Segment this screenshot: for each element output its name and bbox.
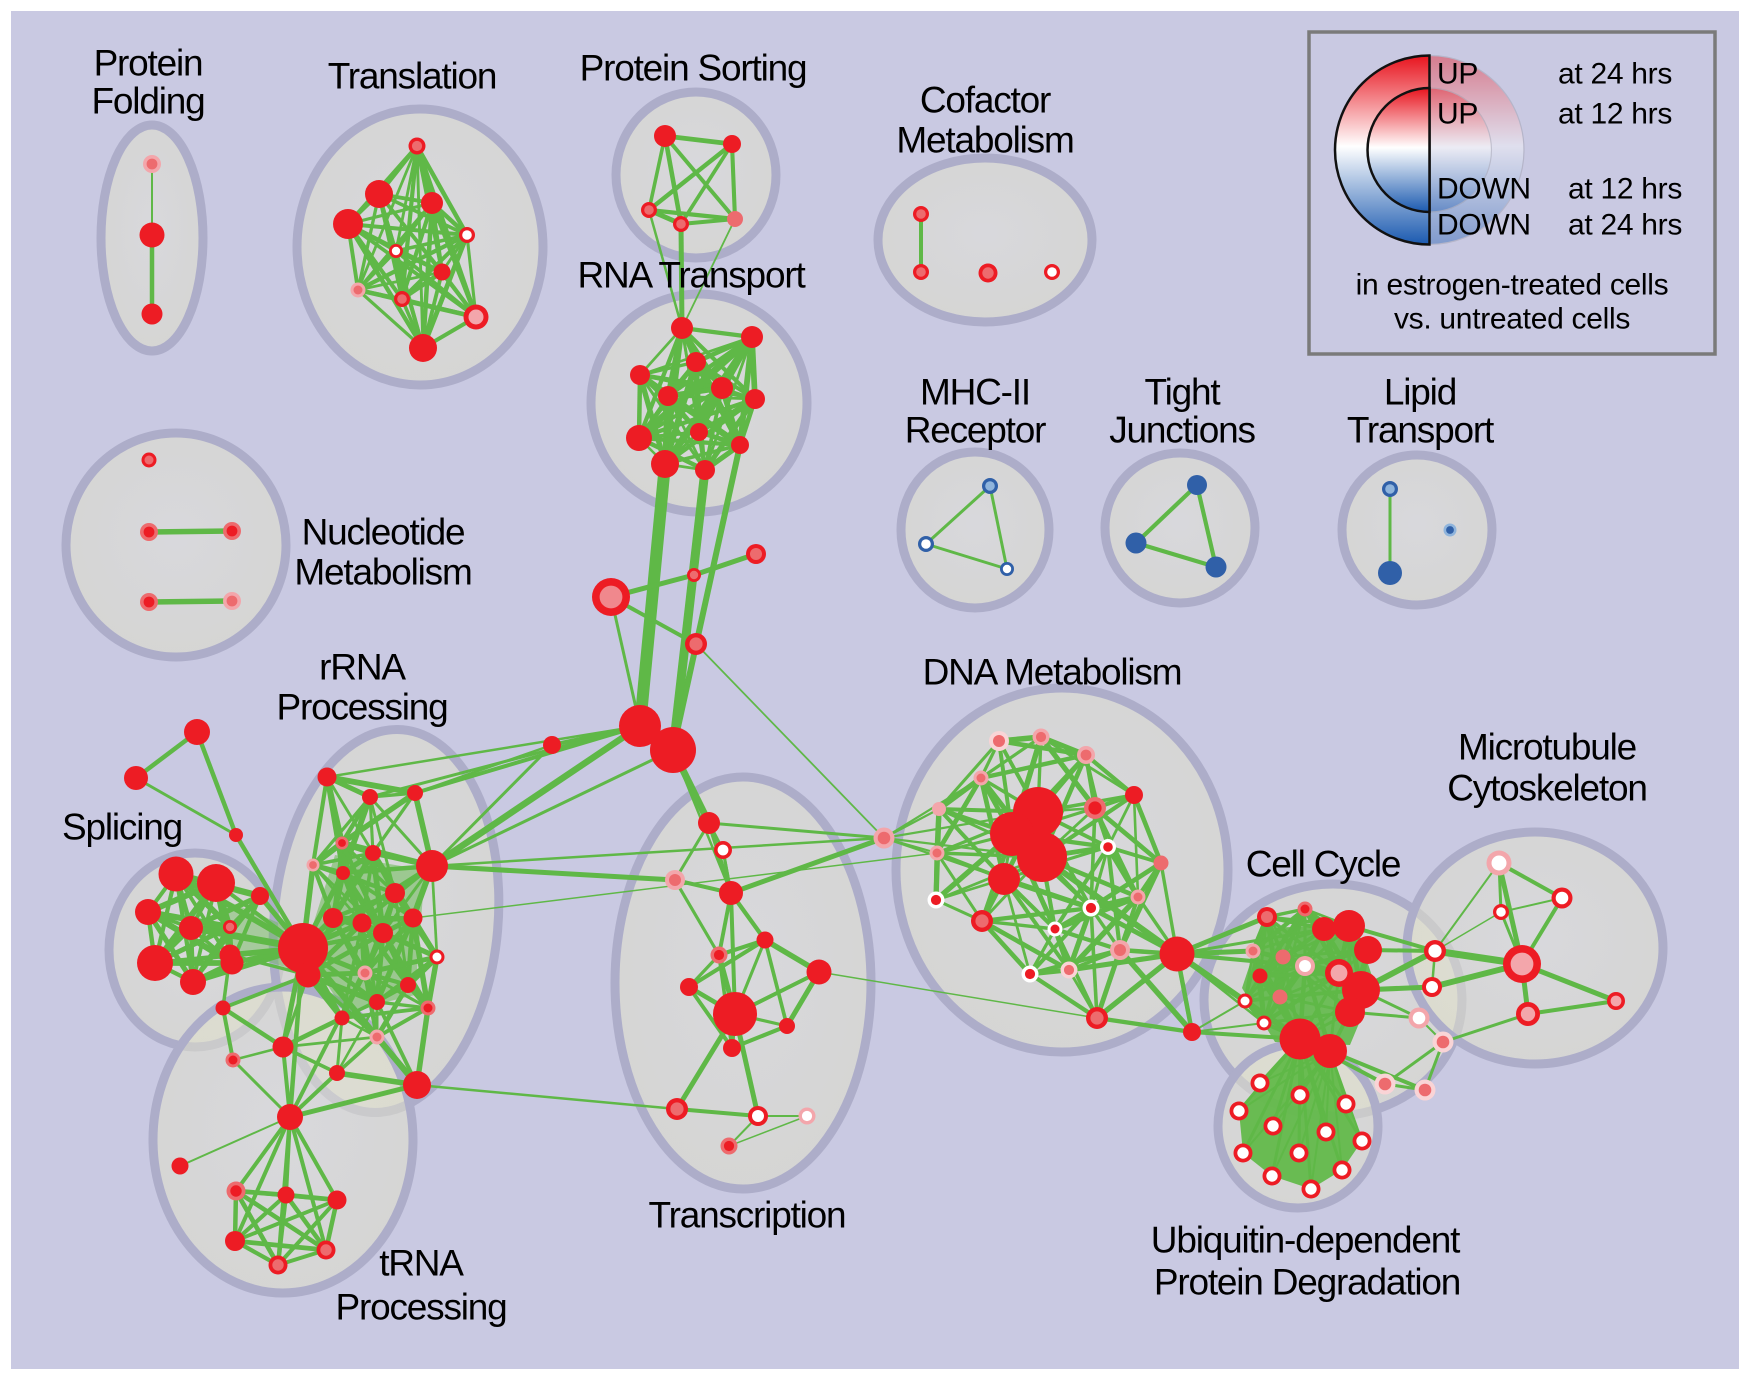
- svg-text:Protein Sorting: Protein Sorting: [580, 48, 807, 89]
- svg-text:at 24 hrs: at 24 hrs: [1558, 58, 1672, 91]
- svg-text:at 12 hrs: at 12 hrs: [1558, 98, 1672, 131]
- svg-text:vs. untreated cells: vs. untreated cells: [1394, 303, 1630, 336]
- svg-text:Processing: Processing: [276, 687, 447, 728]
- svg-text:Ubiquitin-dependent: Ubiquitin-dependent: [1151, 1220, 1461, 1261]
- svg-text:tRNA: tRNA: [379, 1243, 464, 1284]
- svg-text:UP: UP: [1437, 98, 1478, 131]
- svg-text:at 12 hrs: at 12 hrs: [1568, 173, 1682, 206]
- svg-text:rRNA: rRNA: [319, 647, 406, 688]
- svg-text:Nucleotide: Nucleotide: [302, 512, 465, 553]
- svg-text:Transport: Transport: [1347, 410, 1495, 451]
- svg-text:at 24 hrs: at 24 hrs: [1568, 209, 1682, 242]
- svg-text:Metabolism: Metabolism: [294, 552, 471, 593]
- svg-text:Microtubule: Microtubule: [1458, 727, 1636, 768]
- svg-text:UP: UP: [1437, 58, 1478, 91]
- svg-text:Cofactor: Cofactor: [920, 80, 1051, 121]
- svg-text:Translation: Translation: [328, 56, 496, 97]
- svg-text:Lipid: Lipid: [1384, 372, 1456, 413]
- svg-text:Cell Cycle: Cell Cycle: [1246, 844, 1401, 885]
- svg-text:Folding: Folding: [92, 81, 205, 122]
- svg-text:DOWN: DOWN: [1437, 173, 1531, 206]
- svg-text:MHC-II: MHC-II: [920, 372, 1030, 413]
- svg-text:Processing: Processing: [335, 1287, 506, 1328]
- svg-text:Protein: Protein: [94, 43, 203, 84]
- svg-text:Receptor: Receptor: [905, 410, 1046, 451]
- svg-text:Metabolism: Metabolism: [896, 120, 1073, 161]
- svg-text:Junctions: Junctions: [1109, 410, 1255, 451]
- svg-text:DNA Metabolism: DNA Metabolism: [923, 652, 1182, 693]
- svg-text:RNA Transport: RNA Transport: [577, 255, 806, 296]
- svg-text:Splicing: Splicing: [62, 807, 182, 848]
- svg-text:Cytoskeleton: Cytoskeleton: [1447, 768, 1647, 809]
- svg-text:Protein Degradation: Protein Degradation: [1154, 1262, 1460, 1303]
- svg-text:Tight: Tight: [1145, 372, 1222, 413]
- svg-text:Transcription: Transcription: [649, 1195, 846, 1236]
- svg-text:DOWN: DOWN: [1437, 209, 1531, 242]
- svg-text:in estrogen-treated cells: in estrogen-treated cells: [1356, 269, 1669, 302]
